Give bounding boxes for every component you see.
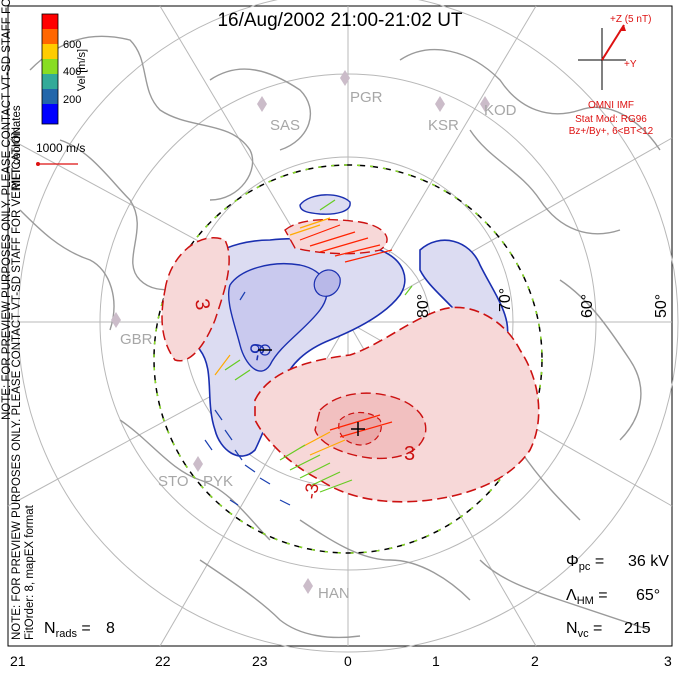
mlt-axis: 21 22 23 0 1 2 3 (10, 653, 672, 669)
station-label-ksr: KSR (428, 117, 459, 134)
station-label-kod: KOD (484, 102, 517, 119)
mlt-coordinates-label: MLT coordinates (11, 105, 23, 190)
mlt-tick-23: 23 (252, 653, 268, 669)
contour-label: 3 (190, 297, 214, 312)
mlt-tick-2: 2 (531, 653, 539, 669)
contour-label: -9 (245, 342, 270, 363)
station-label-pgr: PGR (350, 89, 383, 106)
hm-latitude-value: 65° (636, 587, 660, 604)
cross-polar-potential-value: 36 kV (628, 553, 669, 570)
hm-latitude-label: ΛHM = (566, 587, 608, 607)
lat-label-70: 70° (497, 288, 514, 312)
mlt-tick-21: 21 (10, 653, 26, 669)
velocity-vectors (204, 199, 413, 506)
station-label-pyk: PYK (203, 473, 233, 490)
negative-potential-cell (184, 194, 509, 457)
radar-count-value: 8 (106, 620, 115, 637)
station-label-han: HAN (318, 585, 350, 602)
map-title: 16/Aug/2002 21:00-21:02 UT (217, 10, 462, 31)
mlt-tick-3: 3 (664, 653, 672, 669)
lat-label-60: 60° (579, 294, 596, 318)
mlt-tick-0: 0 (344, 653, 352, 669)
positive-potential-cell (161, 218, 540, 503)
boundary-data-points (153, 164, 543, 554)
preview-note-top: NOTE: FOR PREVIEW PURPOSES ONLY. PLEASE … (1, 0, 13, 420)
reference-vector-label: 1000 m/s (36, 141, 85, 155)
velocity-colorbar (41, 13, 59, 125)
imf-dial (578, 24, 626, 90)
colorbar-tick-200: 200 (63, 94, 81, 106)
imf-source: OMNI IMF (588, 100, 634, 111)
colorbar-label: Vel [m/s] (76, 49, 88, 91)
station-markers (111, 70, 490, 594)
cross-polar-potential-label: Φpc = (566, 553, 604, 573)
imf-conditions: Bz+/By+, 6<BT<12 (569, 126, 654, 137)
preview-note-bottom: NOTE: FOR PREVIEW PURPOSES ONLY. PLEASE … (11, 124, 23, 640)
mlt-tick-1: 1 (432, 653, 440, 669)
imf-model: Stat Mod: RG96 (575, 114, 647, 125)
lat-label-50: 50° (653, 294, 670, 318)
contour-label: -3 (300, 481, 322, 500)
mlt-tick-22: 22 (155, 653, 171, 669)
vector-count-value: 215 (624, 620, 651, 637)
vector-count-label: Nvc = (566, 620, 602, 640)
station-label-sas: SAS (270, 117, 300, 134)
colorbar-tick-600: 600 (63, 39, 81, 51)
potential-max-marker (351, 422, 365, 436)
station-label-gbr: GBR (120, 331, 153, 348)
imf-z-label: +Z (5 nT) (610, 14, 651, 25)
lat-label-80: 80° (415, 294, 432, 318)
reference-vector (36, 162, 78, 166)
imf-y-label: +Y (624, 59, 637, 70)
fit-order-note: FitOrder: 8, mapEX format (24, 504, 36, 640)
colorbar-tick-400: 400 (63, 66, 81, 78)
contour-label: 3 (404, 443, 415, 465)
station-label-sto: STO (158, 473, 189, 490)
